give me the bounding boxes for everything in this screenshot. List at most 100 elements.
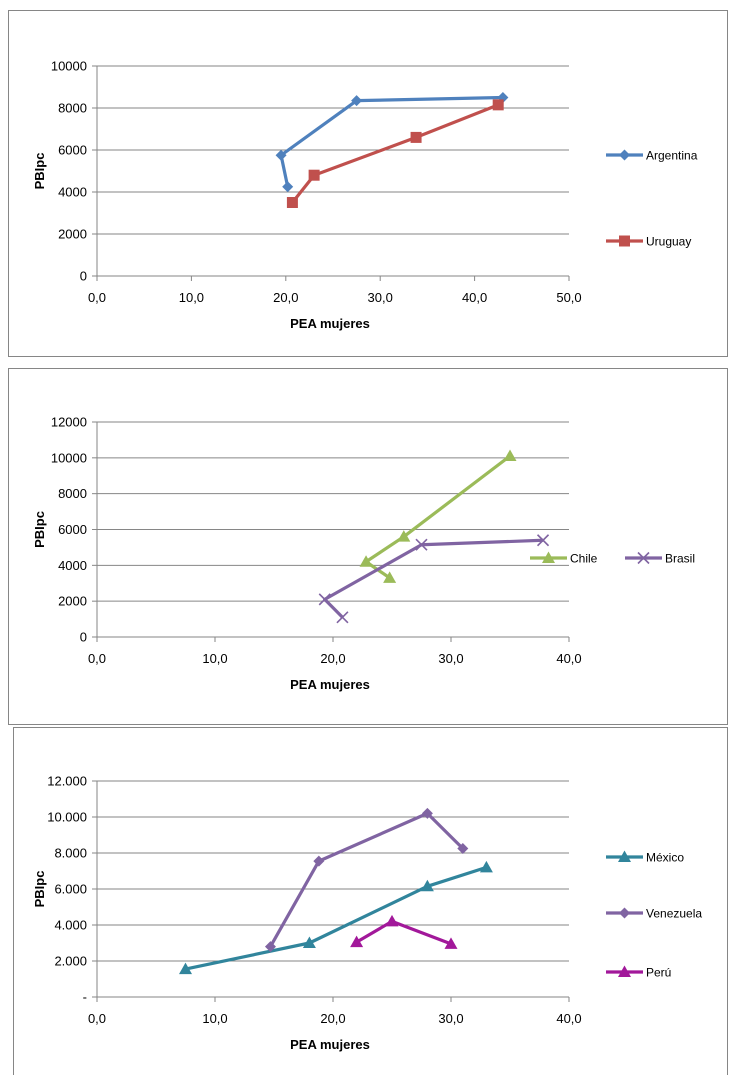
legend-label: Chile — [570, 552, 598, 566]
y-tick-label: 4.000 — [54, 918, 87, 933]
legend-marker — [619, 149, 630, 161]
x-tick-label: 40,0 — [556, 651, 581, 666]
y-tick-label: 6000 — [58, 143, 87, 158]
x-tick-label: 10,0 — [202, 1011, 227, 1026]
x-axis-title: PEA mujeres — [290, 316, 370, 331]
chart-frame — [8, 368, 728, 725]
series-venezuela — [264, 807, 469, 953]
data-point — [275, 149, 287, 161]
data-point — [385, 914, 399, 927]
series-line — [185, 865, 487, 971]
data-point — [457, 843, 469, 854]
y-tick-label: 10.000 — [47, 810, 87, 825]
y-tick-label: 12.000 — [47, 774, 87, 789]
y-tick-label: 10000 — [51, 450, 87, 465]
data-point — [415, 538, 428, 551]
y-tick-label: 2000 — [58, 594, 87, 609]
chart-1: 0 2000 4000 6000 8000 10000 0,0 10,0 20,0 30,0 40,… — [8, 10, 728, 357]
legend-entry: Chile — [530, 551, 598, 566]
chart-frame — [8, 10, 728, 357]
legend-entry: Venezuela — [606, 907, 702, 921]
x-tick-label: 30,0 — [438, 1011, 463, 1026]
data-point — [336, 611, 349, 624]
y-tick-label: 6.000 — [54, 882, 87, 897]
series-line — [279, 95, 503, 188]
data-point — [479, 860, 493, 873]
y-tick-label: 8000 — [58, 101, 87, 116]
legend-label: Argentina — [646, 149, 698, 163]
data-point — [410, 131, 422, 143]
legend-entry: Perú — [606, 965, 671, 980]
data-point — [282, 181, 294, 193]
x-tick-label: 20,0 — [273, 290, 298, 305]
legend-marker — [619, 235, 630, 247]
chart-3: - 2.000 4.000 6.000 8.000 10.000 12.000 0,0 10,0… — [13, 727, 728, 1075]
series-perú — [350, 914, 458, 949]
legend-marker — [637, 551, 650, 565]
y-tick-label: 4000 — [58, 185, 87, 200]
legend-label: México — [646, 851, 684, 865]
y-tick-label: 2000 — [58, 227, 87, 242]
y-tick-label: 8000 — [58, 486, 87, 501]
series-méxico — [179, 860, 493, 975]
x-tick-label: 40,0 — [462, 290, 487, 305]
legend-entry: México — [606, 850, 684, 865]
data-point — [359, 555, 373, 567]
y-tick-label: 0 — [80, 630, 87, 645]
x-tick-label: 0,0 — [88, 1011, 106, 1026]
x-tick-label: 0,0 — [88, 290, 106, 305]
series-line — [291, 103, 499, 204]
y-tick-label: 6000 — [58, 522, 87, 537]
data-point — [264, 941, 276, 953]
series-brasil — [318, 534, 550, 624]
x-tick-label: 40,0 — [556, 1011, 581, 1026]
x-tick-label: 30,0 — [438, 651, 463, 666]
x-tick-label: 30,0 — [368, 290, 393, 305]
data-point — [350, 935, 364, 948]
data-point — [420, 879, 434, 892]
chart-2: 0 2000 4000 6000 8000 10000 12000 0,0 10,0 20,0 30… — [8, 368, 728, 725]
data-point — [503, 449, 517, 462]
x-tick-label: 0,0 — [88, 651, 106, 666]
legend-entry: Argentina — [606, 149, 698, 163]
data-point — [536, 534, 550, 547]
series-uruguay — [286, 99, 504, 208]
legend-entry: Brasil — [625, 552, 695, 566]
data-point — [286, 197, 298, 208]
y-axis-title: PBIpc — [32, 871, 47, 908]
legend-marker — [618, 850, 631, 862]
data-point — [302, 936, 316, 948]
legend-label: Perú — [646, 966, 671, 980]
data-point — [492, 99, 504, 111]
data-point — [308, 169, 320, 181]
y-tick-label: 4000 — [58, 558, 87, 573]
data-point — [444, 937, 458, 949]
x-tick-label: 10,0 — [202, 651, 227, 666]
legend-marker — [542, 551, 555, 563]
y-tick-label: 10000 — [51, 59, 87, 74]
x-axis-title: PEA mujeres — [290, 1037, 370, 1052]
legend-label: Uruguay — [646, 235, 691, 249]
y-tick-label: - — [83, 990, 87, 1005]
data-point — [313, 855, 325, 867]
y-axis-title: PBIpc — [32, 511, 47, 548]
y-axis-title: PBIpc — [32, 153, 47, 190]
data-point — [318, 593, 331, 606]
y-tick-label: 8.000 — [54, 846, 87, 861]
data-point — [351, 95, 363, 107]
x-axis-title: PEA mujeres — [290, 677, 370, 692]
data-point — [383, 571, 397, 583]
legend-marker — [618, 965, 631, 977]
series-line — [269, 811, 464, 948]
legend-label: Venezuela — [646, 907, 702, 921]
legend-entry: Uruguay — [606, 235, 691, 249]
legend-label: Brasil — [665, 552, 695, 566]
series-line — [323, 538, 544, 619]
x-tick-label: 20,0 — [320, 1011, 345, 1026]
legend-marker — [619, 907, 630, 919]
data-point — [179, 962, 192, 975]
x-tick-label: 50,0 — [556, 290, 581, 305]
data-point — [421, 807, 433, 819]
x-tick-label: 10,0 — [179, 290, 204, 305]
